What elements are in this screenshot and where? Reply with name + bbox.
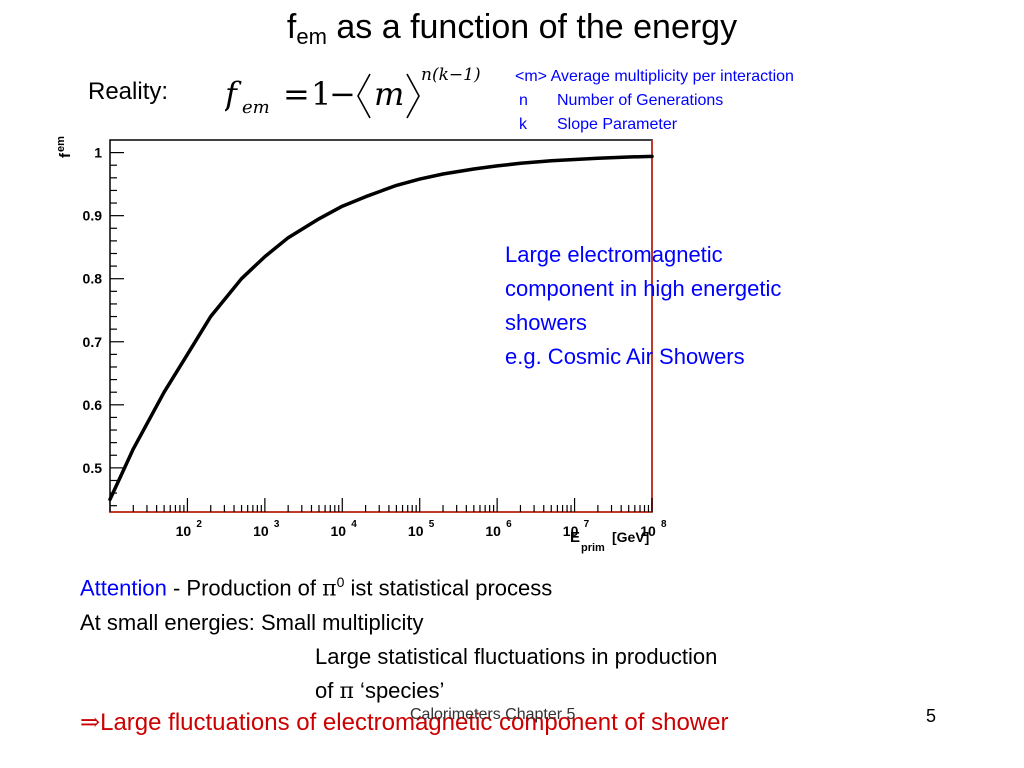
- formula-left-angle: [357, 73, 371, 119]
- note-line: component in high energetic: [505, 276, 782, 301]
- legend-symbol: k: [519, 116, 527, 133]
- x-tick-label: 10: [485, 523, 501, 539]
- legend-item-m: <m> Average multiplicity per interaction: [515, 68, 794, 86]
- footer-text: Calorimeters Chapter 5: [410, 706, 576, 723]
- page-number: 5: [926, 706, 937, 726]
- x-axis-label-main: E: [570, 529, 580, 546]
- data-point: [651, 155, 653, 158]
- note-line: Large electromagnetic: [505, 242, 723, 267]
- explanation-line-4: of π ‘species’: [80, 674, 717, 709]
- x-tick-label-exponent: 7: [584, 519, 590, 530]
- data-point: [186, 353, 189, 356]
- data-point: [132, 448, 135, 450]
- legend-item-k: k Slope Parameter: [519, 116, 677, 134]
- data-point: [627, 156, 630, 158]
- x-tick-label-exponent: 5: [429, 519, 435, 530]
- legend-symbol: <m>: [515, 68, 548, 85]
- data-point: [109, 498, 111, 501]
- explanation-line-3: Large statistical fluctuations in produc…: [315, 644, 718, 670]
- pi-symbol: π: [339, 679, 354, 705]
- data-point: [341, 205, 344, 208]
- pi-superscript: 0: [336, 574, 345, 590]
- data-point: [318, 218, 320, 220]
- x-axis-label: E prim [GeV]: [570, 529, 649, 554]
- conclusion-line: Large fluctuations of electromagnetic co…: [100, 709, 729, 736]
- x-tick-label: 10: [408, 523, 424, 539]
- title-text: as a function of the energy: [326, 8, 738, 46]
- legend-item-n: n Number of Generations: [519, 92, 723, 110]
- formula-one: 1: [311, 75, 331, 113]
- x-tick-label-exponent: 2: [196, 519, 202, 530]
- y-tick-label: 1: [94, 145, 102, 161]
- formula-right-angle: [406, 73, 420, 119]
- explanation-text-part: ‘species’: [353, 678, 445, 704]
- data-point: [597, 157, 599, 160]
- note-line: e.g. Cosmic Air Showers: [505, 344, 745, 369]
- title-f: f: [286, 8, 297, 46]
- legend-text: Number of Generations: [557, 92, 724, 109]
- y-tick-label: 0.6: [83, 397, 103, 413]
- data-point: [473, 168, 475, 170]
- data-point: [264, 255, 266, 258]
- y-tick-label: 0.7: [83, 334, 103, 350]
- data-point: [550, 160, 553, 162]
- x-tick-label: 10: [640, 523, 656, 539]
- explanation-text-part: - Production of: [166, 575, 323, 601]
- y-axis-label-sub: em: [55, 136, 67, 152]
- x-tick-label: 10: [563, 523, 579, 539]
- y-tick-label: 0.5: [83, 460, 103, 476]
- conclusion-text: ⇒Large fluctuations of electromagnetic c…: [80, 708, 728, 737]
- attention-label: Attention: [80, 575, 167, 601]
- y-axis-label-main: f: [57, 152, 74, 158]
- explanation-text-part: ist statistical process: [344, 575, 553, 601]
- page-title: fem as a function of the energy: [0, 8, 1024, 50]
- data-point: [163, 391, 165, 394]
- x-axis-label-unit: [GeV]: [612, 529, 649, 545]
- data-point: [395, 184, 398, 187]
- explanation-line-1: Attention - Production of π0 ist statist…: [80, 565, 717, 606]
- formula-exponent: n(k−1): [421, 65, 481, 85]
- explanation-text-part: of: [315, 678, 340, 704]
- x-axis-label-sub: prim: [581, 542, 605, 554]
- fem-energy-chart: f em E prim [GeV] 0.5 0.6 0.7 0.8 0.9 1 10 2 10 3…: [55, 136, 667, 554]
- data-point: [573, 158, 576, 161]
- implies-arrow-icon: ⇒: [80, 708, 101, 736]
- formula-equals: =: [283, 75, 310, 113]
- data-point: [496, 165, 498, 167]
- data-point: [418, 178, 421, 180]
- data-point: [209, 315, 212, 318]
- x-tick-label: 10: [330, 523, 346, 539]
- legend-symbol: n: [519, 92, 528, 109]
- x-tick-label-exponent: 4: [351, 519, 357, 530]
- explanation-line-2: At small energies: Small multiplicity: [80, 610, 424, 636]
- data-point: [442, 173, 444, 175]
- data-point: [287, 236, 289, 239]
- legend-text: Average multiplicity per interaction: [550, 68, 794, 85]
- note-text: Large electromagnetic component in high …: [505, 238, 895, 374]
- data-point: [519, 162, 522, 165]
- pi-symbol: π: [322, 576, 337, 602]
- title-subscript: em: [296, 24, 327, 49]
- y-tick-label: 0.8: [83, 271, 103, 287]
- formula-f: f: [225, 75, 242, 113]
- x-tick-label: 10: [176, 523, 192, 539]
- fem-curve: [108, 154, 654, 502]
- y-axis-label: f em: [55, 136, 74, 158]
- x-tick-label-exponent: 6: [506, 519, 512, 530]
- legend-text: Slope Parameter: [557, 116, 678, 133]
- formula-sub: em: [242, 97, 270, 118]
- explanation-text: Attention - Production of π0 ist statist…: [80, 565, 717, 709]
- formula: f em = 1 − m n(k−1): [225, 65, 481, 119]
- data-point: [364, 195, 367, 198]
- formula-minus: −: [329, 75, 356, 113]
- x-tick-label-exponent: 3: [274, 519, 280, 530]
- x-tick-label: 10: [253, 523, 269, 539]
- note-line: showers: [505, 310, 587, 335]
- y-tick-label: 0.9: [83, 208, 103, 224]
- data-point: [240, 277, 243, 280]
- x-tick-label-exponent: 8: [661, 519, 667, 530]
- reality-label: Reality:: [88, 78, 169, 105]
- formula-m: m: [374, 75, 404, 113]
